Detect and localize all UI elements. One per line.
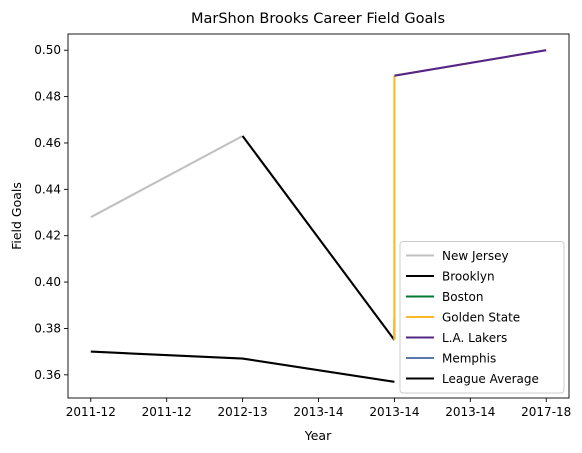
- y-axis-ticks: 0.36 0.38 0.40 0.42 0.44 0.46 0.48 0.50: [34, 43, 68, 382]
- legend-label: League Average: [442, 372, 539, 386]
- x-tick-label: 2011-12: [66, 405, 116, 419]
- legend-label: L.A. Lakers: [442, 331, 507, 345]
- y-tick-label: 0.36: [34, 368, 61, 382]
- chart-title: MarShon Brooks Career Field Goals: [191, 11, 445, 27]
- series-line-league-average: [90, 350, 395, 383]
- y-tick-label: 0.48: [34, 90, 61, 104]
- y-tick-label: 0.42: [34, 229, 61, 243]
- x-tick-label: 2013-14: [369, 405, 419, 419]
- legend-label: Golden State: [442, 311, 520, 325]
- y-axis-label: Field Goals: [9, 182, 24, 250]
- y-tick-label: 0.50: [34, 43, 61, 57]
- legend-label: New Jersey: [442, 249, 509, 263]
- x-tick-label: 2013-14: [293, 405, 343, 419]
- legend-label: Boston: [442, 290, 483, 304]
- legend: New Jersey Brooklyn Boston Golden State L.A.…: [399, 241, 565, 394]
- y-tick-label: 0.40: [34, 275, 61, 289]
- plot-marks: [90, 49, 547, 383]
- series-line-new-jersey: [90, 135, 244, 219]
- legend-label: Brooklyn: [442, 270, 495, 284]
- y-tick-label: 0.38: [34, 321, 61, 335]
- x-axis-label: Year: [304, 428, 332, 443]
- y-tick-label: 0.44: [34, 182, 61, 196]
- x-axis-ticks: 2011-12 2011-12 2012-13 2013-14 2013-14 2013-…: [66, 398, 571, 419]
- series-line-brooklyn: [241, 135, 396, 341]
- x-tick-label: 2011-12: [142, 405, 192, 419]
- legend-box: [399, 241, 565, 394]
- x-tick-label: 2012-13: [218, 405, 268, 419]
- x-tick-label: 2017-18: [521, 405, 571, 419]
- series-line-l-a-lakers: [394, 49, 547, 77]
- y-tick-label: 0.46: [34, 136, 61, 150]
- legend-label: Memphis: [442, 352, 496, 366]
- x-tick-label: 2013-14: [445, 405, 495, 419]
